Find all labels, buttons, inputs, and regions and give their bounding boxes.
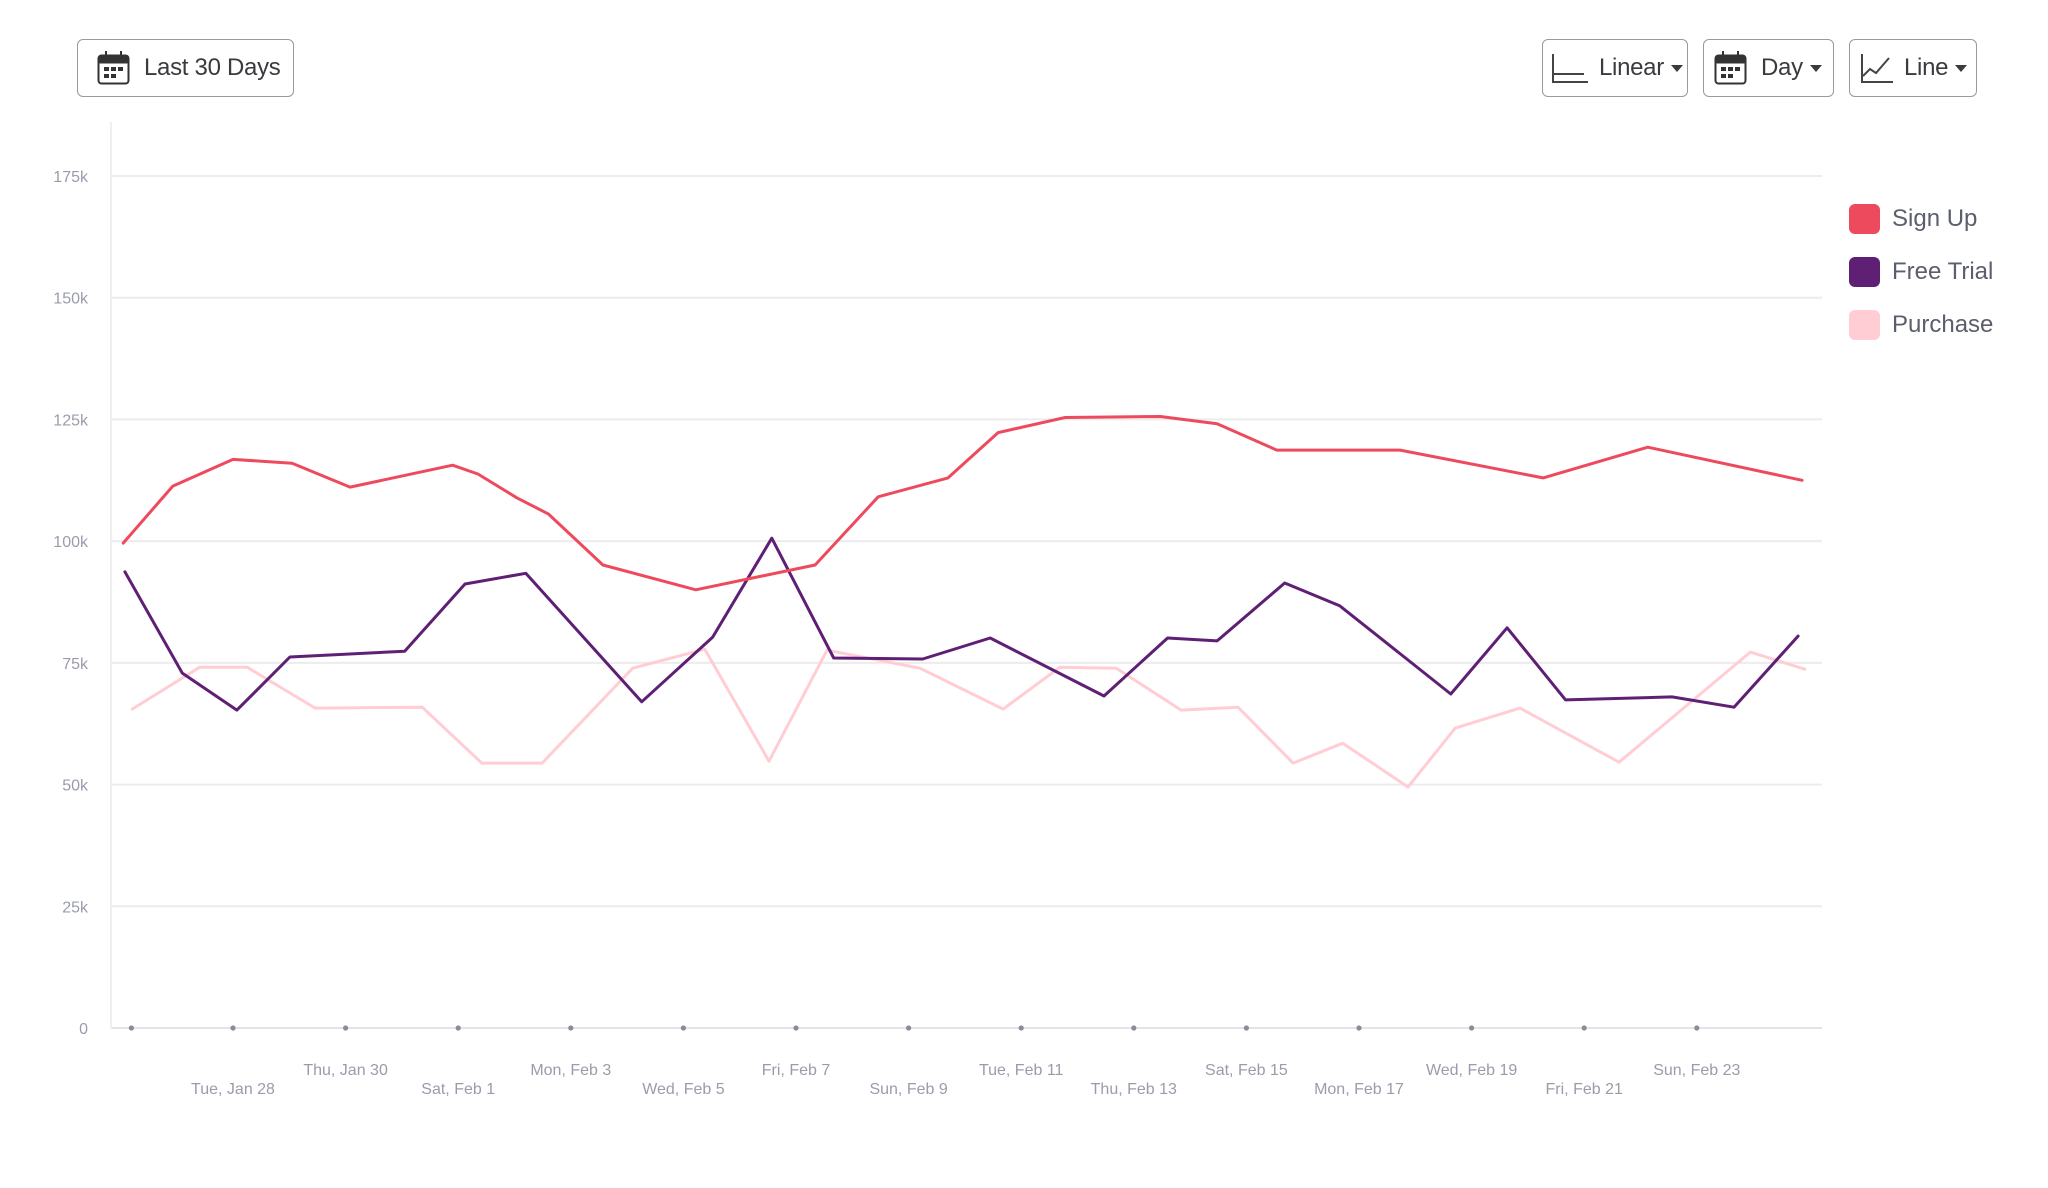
series-lines [121,415,1807,789]
y-axis: 0 25k 50k 75k 100k 125k 150k 175k [53,122,112,1038]
x-tick-dot [1018,1025,1024,1031]
date-range-button[interactable]: Last 30 Days [77,39,294,97]
x-tick-dot [680,1025,687,1031]
scale-dropdown[interactable]: Linear [1542,39,1688,97]
chevron-down-icon [1809,64,1822,72]
x-tick-label: Mon, Feb 3 [530,1062,611,1079]
line-chart-icon [1861,54,1893,83]
interval-label: Day [1761,54,1803,81]
x-tick-label: Wed, Feb 5 [642,1081,725,1098]
x-tick-dot [1356,1025,1362,1031]
legend-swatch [1849,310,1880,340]
y-tick-label: 0 [79,1021,88,1038]
x-tick-label: Sun, Feb 23 [1653,1062,1740,1079]
y-tick-label: 125k [53,412,89,429]
x-tick-label: Wed, Feb 19 [1426,1062,1517,1079]
x-tick-dot [1243,1025,1249,1031]
legend-item-sign-up[interactable]: Sign Up [1849,204,1993,234]
y-tick-label: 150k [53,291,89,308]
x-tick-label: Mon, Feb 17 [1314,1081,1404,1098]
x-tick-label: Tue, Jan 28 [191,1081,275,1098]
chart-type-label: Line [1904,54,1949,81]
x-tick-dot [568,1025,574,1031]
x-tick-dot [906,1025,912,1031]
x-tick-label: Fri, Feb 21 [1546,1081,1623,1098]
x-tick-dot [128,1025,134,1031]
series-line-purchase [130,647,1807,789]
legend-label: Purchase [1892,311,1994,338]
x-tick-dot [1694,1025,1700,1031]
x-tick-dot [343,1025,349,1031]
x-tick-label: Sat, Feb 1 [421,1081,495,1098]
x-tick-dot [1469,1025,1475,1031]
x-tick-label: Thu, Feb 13 [1091,1081,1177,1098]
legend-item-purchase[interactable]: Purchase [1849,310,1993,340]
date-range-label: Last 30 Days [144,54,281,81]
series-line-free-trial [123,536,1800,712]
legend-swatch [1849,257,1880,287]
legend-label: Free Trial [1892,258,1994,285]
x-tick-dot [793,1025,799,1031]
x-tick-label: Tue, Feb 11 [979,1062,1064,1079]
y-tick-label: 75k [62,656,89,673]
y-tick-label: 175k [53,169,89,186]
legend-item-free-trial[interactable]: Free Trial [1849,257,1993,287]
x-tick-dot [230,1025,236,1031]
x-axis: Tue, Jan 28 Thu, Jan 30 Sat, Feb 1 Mon, Feb… [128,1025,1740,1098]
legend-label: Sign Up [1892,205,1978,232]
calendar-icon [1714,51,1747,85]
x-tick-dot [1131,1025,1137,1031]
y-tick-label: 25k [62,899,89,916]
chevron-down-icon [1955,64,1968,72]
series-line-sign-up [121,415,1804,592]
interval-dropdown[interactable]: Day [1703,39,1834,97]
y-tick-label: 50k [62,778,89,795]
legend-swatch [1849,204,1880,234]
chart-legend: Sign Up Free Trial Purchase [1849,204,1993,363]
x-tick-dot [455,1025,461,1031]
gridlines [111,175,1822,1029]
x-tick-label: Sun, Feb 9 [869,1081,947,1098]
x-tick-dot [1581,1025,1587,1031]
x-tick-label: Fri, Feb 7 [762,1062,831,1079]
y-tick-label: 100k [53,534,89,551]
chevron-down-icon [1670,64,1683,72]
chart-type-dropdown[interactable]: Line [1849,39,1977,97]
calendar-icon [97,51,130,85]
x-tick-label: Sat, Feb 15 [1205,1062,1288,1079]
axis-icon [1552,54,1588,83]
scale-label: Linear [1599,54,1664,81]
x-tick-label: Thu, Jan 30 [303,1062,388,1079]
